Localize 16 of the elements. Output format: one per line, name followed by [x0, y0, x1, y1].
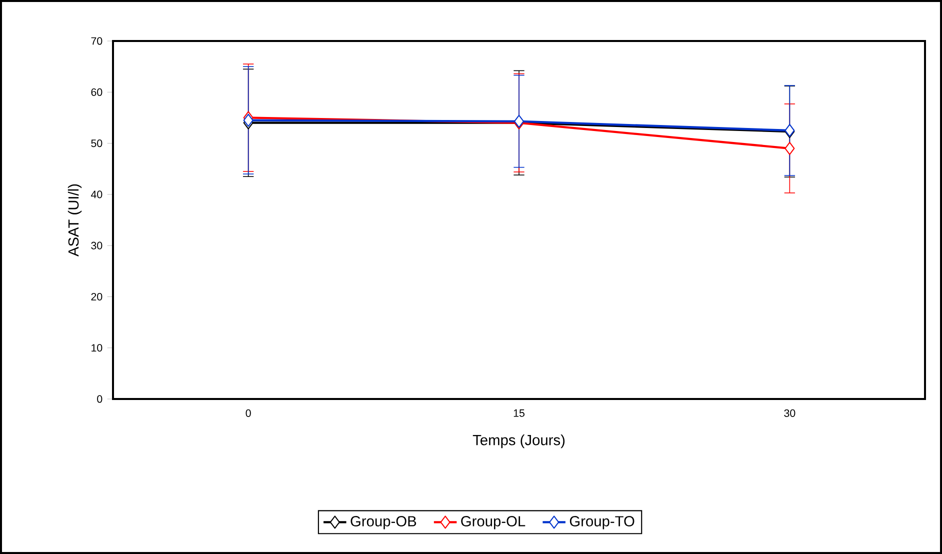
y-tick-label: 70	[91, 37, 102, 45]
y-tick-label: 60	[91, 88, 102, 96]
x-tick-label: 30	[784, 409, 796, 417]
legend-label: Group-OB	[350, 516, 416, 530]
y-tick-label: 30	[91, 242, 102, 250]
y-tick-label: 0	[97, 395, 102, 403]
x-axis-title: Temps (Jours)	[472, 434, 565, 448]
x-tick-label: 0	[246, 409, 251, 417]
y-tick-label: 20	[91, 292, 102, 300]
y-axis-title: ASAT (UI/l)	[68, 184, 82, 257]
legend-label: Group-TO	[570, 516, 634, 530]
y-tick-label: 40	[90, 190, 102, 198]
y-tick-label: 50	[91, 140, 102, 148]
legend-label: Group-OL	[461, 516, 526, 530]
y-tick-label: 10	[92, 344, 102, 352]
x-tick-label: 15	[514, 409, 524, 417]
